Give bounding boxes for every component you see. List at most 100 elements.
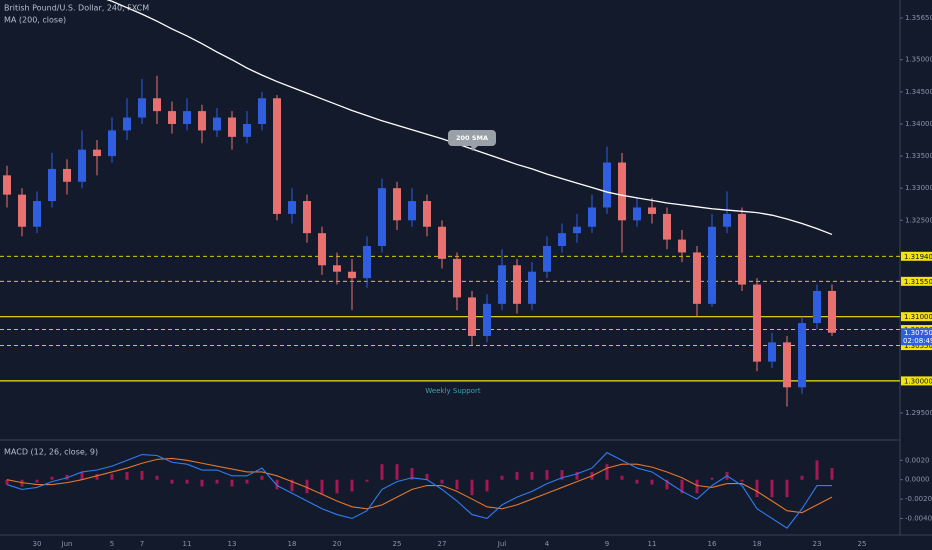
x-tick-label: 11 bbox=[183, 540, 192, 548]
chart-title: British Pound/U.S. Dollar, 240, FXCM bbox=[4, 4, 149, 13]
macd-histogram-bar bbox=[80, 471, 84, 480]
level-tag-label: 1.31940 bbox=[904, 253, 932, 261]
macd-histogram-bar bbox=[740, 479, 744, 482]
level-tag bbox=[901, 341, 932, 351]
x-tick-label: 18 bbox=[753, 540, 762, 548]
candle-body bbox=[588, 207, 596, 227]
candle-body bbox=[783, 342, 791, 388]
candle-body bbox=[423, 201, 431, 227]
macd-histogram-bar bbox=[170, 479, 174, 484]
candle-body bbox=[288, 201, 296, 214]
macd-histogram-bar bbox=[650, 479, 654, 485]
macd-histogram-bar bbox=[530, 471, 534, 480]
x-tick-label: 18 bbox=[288, 540, 297, 548]
candle-body bbox=[108, 130, 116, 157]
macd-histogram-bar bbox=[380, 464, 384, 480]
macd-histogram-bar bbox=[440, 479, 444, 484]
sma-annotation: 200 SMA bbox=[456, 134, 488, 142]
candle-body bbox=[768, 342, 776, 362]
candle-body bbox=[228, 117, 236, 137]
macd-histogram-bar bbox=[320, 479, 324, 495]
macd-histogram-bar bbox=[395, 464, 399, 480]
candle-body bbox=[258, 98, 266, 124]
macd-histogram-bar bbox=[515, 471, 519, 480]
candle-body bbox=[483, 303, 491, 336]
candle-body bbox=[693, 252, 701, 304]
candle-body bbox=[513, 265, 521, 304]
candle-body bbox=[648, 207, 656, 214]
macd-histogram-bar bbox=[5, 479, 9, 485]
candle-body bbox=[63, 168, 71, 182]
x-tick-label: 20 bbox=[333, 540, 342, 548]
ma-line bbox=[106, 0, 833, 236]
candle-body bbox=[168, 111, 176, 124]
macd-histogram-bar bbox=[35, 479, 39, 483]
candle-body bbox=[708, 226, 716, 304]
macd-histogram-bar bbox=[275, 479, 279, 490]
level-tag-label: 1.30550 bbox=[904, 342, 932, 350]
level-tag bbox=[901, 251, 932, 261]
macd-histogram-bar bbox=[50, 476, 54, 480]
y-tick-label: 1.33500 bbox=[905, 152, 932, 160]
last-price-label: 1.30750 bbox=[904, 329, 932, 337]
y-tick-label: 1.29500 bbox=[905, 409, 932, 417]
macd-histogram-bar bbox=[815, 460, 819, 480]
candle-body bbox=[183, 111, 191, 124]
x-tick-label: Jun bbox=[61, 540, 73, 548]
countdown: 02:08:49 bbox=[903, 337, 932, 345]
macd-histogram-bar bbox=[695, 479, 699, 494]
macd-histogram-bar bbox=[455, 479, 459, 490]
candle-body bbox=[333, 265, 341, 272]
y-tick-label: 1.35000 bbox=[905, 56, 932, 64]
candle-body bbox=[618, 162, 626, 221]
macd-histogram-bar bbox=[140, 470, 144, 480]
x-tick-label: Jul bbox=[497, 540, 507, 548]
y2-tick-label: 0.0020 bbox=[905, 456, 930, 464]
x-tick-label: 23 bbox=[813, 540, 822, 548]
macd-histogram-bar bbox=[785, 479, 789, 498]
candle-body bbox=[633, 207, 641, 221]
x-tick-label: 13 bbox=[228, 540, 237, 548]
candle-body bbox=[33, 201, 41, 227]
price-pane bbox=[0, 0, 900, 407]
candle-body bbox=[528, 271, 536, 304]
macd-histogram-bar bbox=[545, 470, 549, 480]
signal-line bbox=[6, 457, 833, 514]
x-tick-label: 4 bbox=[545, 540, 550, 548]
candle-body bbox=[738, 213, 746, 285]
macd-histogram-bar bbox=[605, 464, 609, 480]
candle-body bbox=[498, 265, 506, 304]
candle-body bbox=[408, 201, 416, 221]
candle-body bbox=[273, 98, 281, 214]
macd-histogram-bar bbox=[200, 479, 204, 487]
y2-tick-label: -0.0040 bbox=[905, 514, 932, 522]
level-tag bbox=[901, 276, 932, 286]
macd-histogram-bar bbox=[755, 479, 759, 498]
candle-body bbox=[723, 213, 731, 227]
y-tick-label: 1.34500 bbox=[905, 88, 932, 96]
macd-histogram-bar bbox=[665, 479, 669, 490]
macd-histogram-bar bbox=[770, 479, 774, 498]
macd-histogram-bar bbox=[620, 475, 624, 480]
candle-body bbox=[678, 239, 686, 253]
y-tick-label: 1.34000 bbox=[905, 120, 932, 128]
x-tick-label: 16 bbox=[708, 540, 717, 548]
candle-body bbox=[663, 213, 671, 240]
macd-histogram-bar bbox=[95, 473, 99, 480]
candle-body bbox=[573, 226, 581, 234]
macd-histogram-bar bbox=[425, 473, 429, 480]
y-tick-label: 1.33000 bbox=[905, 184, 932, 192]
candle-body bbox=[153, 98, 161, 112]
macd-histogram-bar bbox=[710, 477, 714, 480]
macd-histogram-bar bbox=[365, 479, 369, 482]
candle-body bbox=[603, 162, 611, 208]
candle-body bbox=[78, 149, 86, 182]
macd-histogram-bar bbox=[335, 479, 339, 494]
x-tick-label: 27 bbox=[438, 540, 447, 548]
level-tag-label: 1.31550 bbox=[904, 278, 932, 286]
candle-body bbox=[468, 297, 476, 336]
candle-body bbox=[348, 271, 356, 279]
candle-body bbox=[138, 98, 146, 118]
macd-histogram-bar bbox=[575, 471, 579, 480]
